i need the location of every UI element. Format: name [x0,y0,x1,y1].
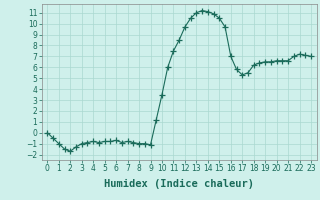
X-axis label: Humidex (Indice chaleur): Humidex (Indice chaleur) [104,179,254,189]
